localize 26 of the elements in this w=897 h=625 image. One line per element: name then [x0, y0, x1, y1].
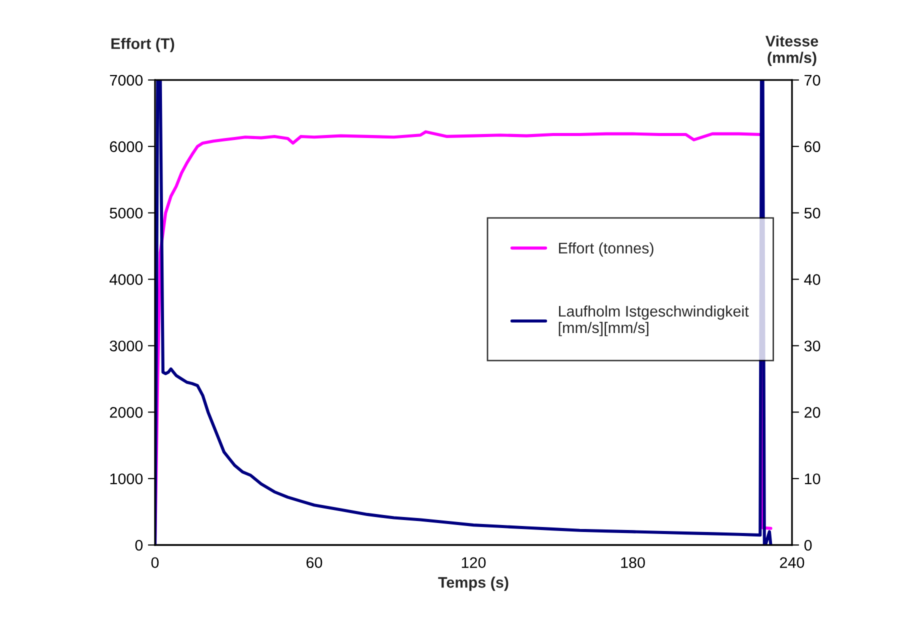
y-tick-label: 5000: [110, 208, 143, 219]
y-tick-label: 1000: [110, 473, 143, 484]
y-tick-label: 7000: [110, 74, 143, 86]
y2-tick-label: 10: [804, 473, 820, 484]
y-axis-title: Effort (T): [111, 38, 174, 52]
y2-tick-label: 0: [804, 540, 812, 551]
y2-tick-label: 20: [804, 407, 820, 418]
y2-tick-label: 70: [804, 74, 820, 86]
y-tick-label: 6000: [110, 141, 143, 152]
y2-axis-title: Vitesse (mm/s): [765, 35, 818, 66]
x-tick-label: 60: [306, 557, 322, 568]
legend-label: Laufholm Istgeschwindigkeit [mm/s][mm/s]: [558, 305, 749, 336]
y2-tick-label: 50: [804, 208, 820, 219]
y-tick-label: 3000: [110, 340, 143, 352]
y-tick-label: 4000: [110, 274, 143, 285]
x-tick-label: 120: [462, 557, 486, 568]
y-tick-label: 0: [135, 540, 143, 551]
x-tick-label: 0: [151, 557, 159, 568]
x-tick-label: 240: [780, 557, 804, 568]
legend-label: Effort (tonnes): [559, 242, 654, 257]
y-tick-label: 2000: [110, 407, 143, 418]
x-tick-label: 180: [621, 557, 645, 568]
y2-tick-label: 30: [804, 340, 820, 352]
y2-tick-label: 40: [804, 274, 820, 285]
x-axis-title: Temps (s): [438, 576, 508, 591]
y2-tick-label: 60: [804, 141, 820, 152]
